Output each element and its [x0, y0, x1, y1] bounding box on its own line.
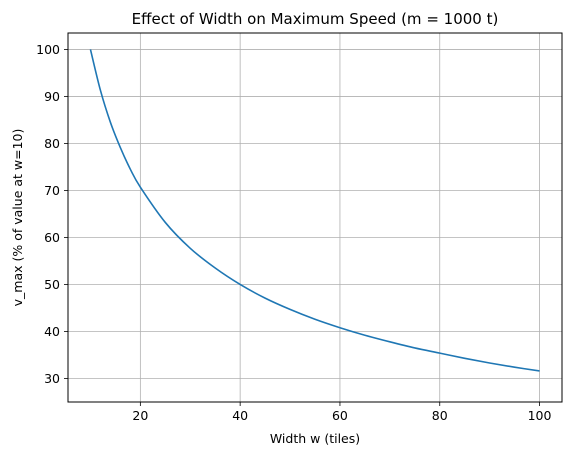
y-tick-label: 30 [44, 371, 60, 386]
x-tick-label: 60 [332, 408, 348, 423]
x-axis-label: Width w (tiles) [270, 431, 360, 446]
x-tick-label: 20 [132, 408, 148, 423]
y-tick-label: 90 [44, 89, 60, 104]
x-tick-label: 100 [528, 408, 552, 423]
grid [68, 33, 562, 402]
x-axis-ticks: 20 40 60 80 100 [132, 402, 552, 423]
x-tick-label: 80 [432, 408, 448, 423]
y-tick-label: 60 [44, 230, 60, 245]
y-tick-label: 70 [44, 183, 60, 198]
chart-title: Effect of Width on Maximum Speed (m = 10… [132, 10, 499, 28]
y-axis-label: v_max (% of value at w=10) [10, 129, 25, 307]
y-axis-ticks: 30 40 50 60 70 80 90 100 [36, 42, 68, 386]
series-layer [89, 49, 540, 372]
y-tick-label: 80 [44, 136, 60, 151]
series-line [89, 49, 540, 372]
x-tick-label: 40 [232, 408, 248, 423]
plot-area-frame [67, 32, 563, 403]
y-tick-label: 100 [36, 42, 60, 57]
y-tick-label: 40 [44, 324, 60, 339]
y-tick-label: 50 [44, 277, 60, 292]
